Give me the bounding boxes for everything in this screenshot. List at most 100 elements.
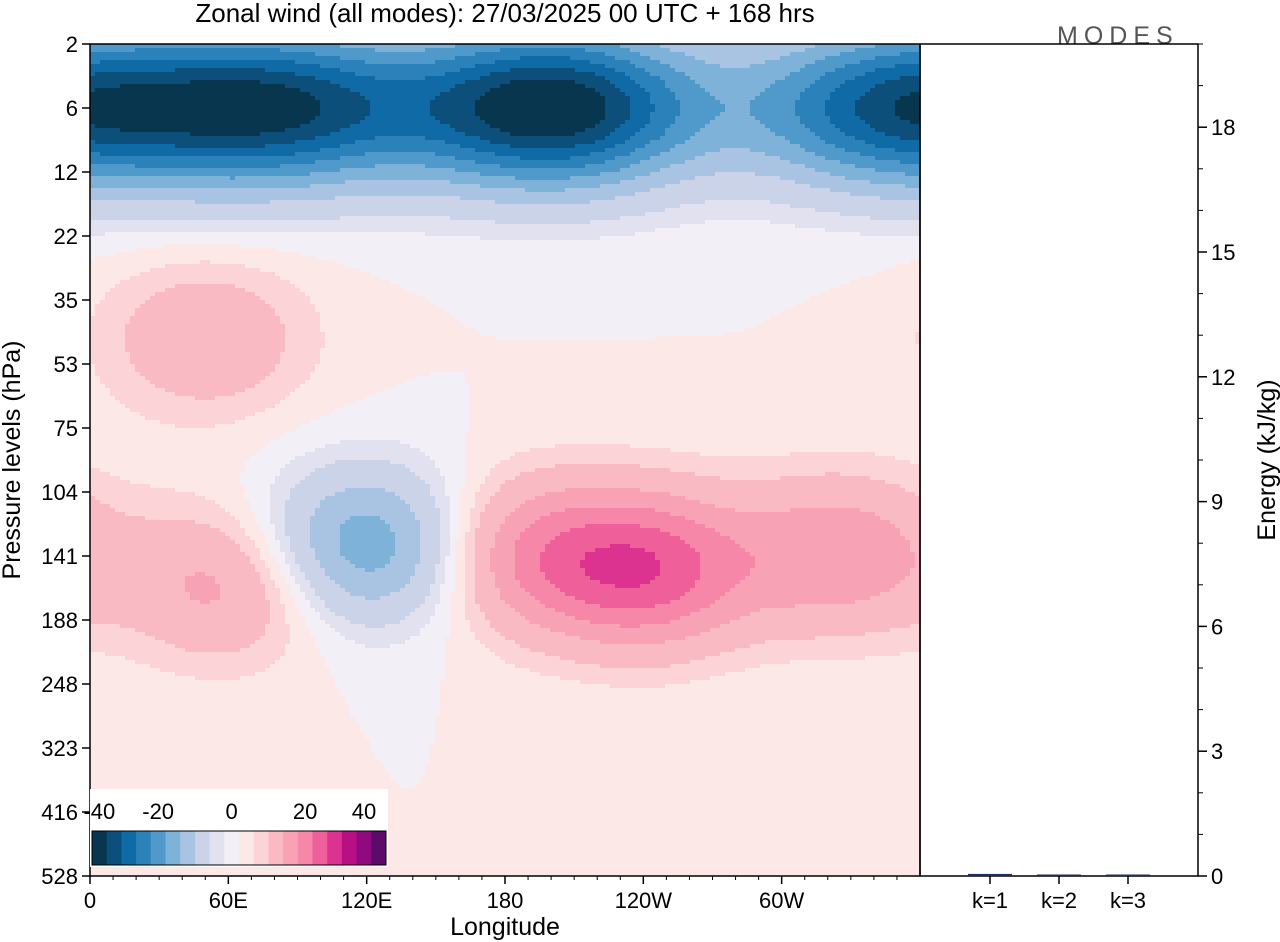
heatmap-cell xyxy=(105,48,111,53)
heatmap-cell xyxy=(745,84,751,89)
heatmap-cell xyxy=(150,80,156,85)
heatmap-cell xyxy=(210,76,216,81)
heatmap-cell xyxy=(735,156,741,161)
heatmap-cell xyxy=(910,100,916,105)
heatmap-cell xyxy=(805,128,811,133)
heatmap-cell xyxy=(575,44,581,49)
heatmap-cell xyxy=(310,96,316,101)
heatmap-cell xyxy=(270,128,276,133)
heatmap-cell xyxy=(760,108,766,113)
heatmap-cell xyxy=(310,80,316,85)
heatmap-cell xyxy=(185,84,191,89)
heatmap-cell xyxy=(615,160,621,165)
heatmap-cell xyxy=(405,108,411,113)
heatmap-cell xyxy=(170,88,176,93)
heatmap-cell xyxy=(200,120,206,125)
heatmap-cell xyxy=(780,60,786,65)
heatmap-cell xyxy=(530,88,536,93)
heatmap-cell xyxy=(405,100,411,105)
heatmap-cell xyxy=(145,60,151,65)
heatmap-cell xyxy=(300,152,306,157)
heatmap-cell xyxy=(265,76,271,81)
heatmap-cell xyxy=(770,156,776,161)
heatmap-cell xyxy=(295,52,301,57)
heatmap-cell xyxy=(890,140,896,145)
heatmap-cell xyxy=(425,48,431,53)
heatmap-cell xyxy=(900,144,906,149)
heatmap-cell xyxy=(350,132,356,137)
heatmap-cell xyxy=(90,104,96,109)
heatmap-cell xyxy=(130,144,136,149)
heatmap-cell xyxy=(525,144,531,149)
heatmap-cell xyxy=(760,92,766,97)
heatmap-cell xyxy=(280,156,286,161)
heatmap-cell xyxy=(115,60,121,65)
heatmap-cell xyxy=(90,88,96,93)
heatmap-cell xyxy=(510,68,516,73)
heatmap-cell xyxy=(320,60,326,65)
heatmap-cell xyxy=(835,108,841,113)
heatmap-cell xyxy=(840,148,846,153)
heatmap-cell xyxy=(425,52,431,57)
heatmap-cell xyxy=(180,44,186,49)
heatmap-cell xyxy=(770,120,776,125)
heatmap-cell xyxy=(810,52,816,57)
heatmap-cell xyxy=(340,80,346,85)
heatmap-cell xyxy=(795,112,801,117)
heatmap-cell xyxy=(855,132,861,137)
heatmap-cell xyxy=(595,120,601,125)
heatmap-cell xyxy=(390,88,396,93)
heatmap-cell xyxy=(855,152,861,157)
heatmap-cell xyxy=(470,108,476,113)
heatmap-cell xyxy=(390,80,396,85)
heatmap-cell xyxy=(470,92,476,97)
heatmap-cell xyxy=(635,152,641,157)
heatmap-cell xyxy=(505,156,511,161)
heatmap-cell xyxy=(565,80,571,85)
heatmap-cell xyxy=(485,116,491,121)
heatmap-cell xyxy=(90,120,96,125)
heatmap-cell xyxy=(255,52,261,57)
heatmap-cell xyxy=(805,44,811,49)
heatmap-cell xyxy=(120,100,126,105)
heatmap-cell xyxy=(125,80,131,85)
heatmap-cell xyxy=(425,160,431,165)
heatmap-cell xyxy=(260,52,266,57)
heatmap-cell xyxy=(510,132,516,137)
heatmap-cell xyxy=(205,116,211,121)
heatmap-cell xyxy=(685,156,691,161)
heatmap-cell xyxy=(460,96,466,101)
heatmap-cell xyxy=(325,64,331,69)
heatmap-cell xyxy=(530,132,536,137)
heatmap-cell xyxy=(460,84,466,89)
heatmap-cell xyxy=(400,156,406,161)
heatmap-cell xyxy=(225,112,231,117)
heatmap-cell xyxy=(545,88,551,93)
heatmap-cell xyxy=(155,128,161,133)
heatmap-cell xyxy=(560,132,566,137)
heatmap-cell xyxy=(905,128,911,133)
heatmap-cell xyxy=(775,124,781,129)
heatmap-cell xyxy=(855,60,861,65)
heatmap-cell xyxy=(370,160,376,165)
heatmap-cell xyxy=(195,148,201,153)
heatmap-cell xyxy=(300,120,306,125)
heatmap-cell xyxy=(125,92,131,97)
heatmap-cell xyxy=(665,48,671,53)
heatmap-cell xyxy=(610,76,616,81)
heatmap-cell xyxy=(730,120,736,125)
heatmap-cell xyxy=(365,160,371,165)
heatmap-cell xyxy=(675,52,681,57)
heatmap-cell xyxy=(170,60,176,65)
heatmap-cell xyxy=(695,132,701,137)
heatmap-cell xyxy=(290,68,296,73)
heatmap-cell xyxy=(305,128,311,133)
heatmap-cell xyxy=(630,156,636,161)
heatmap-cell xyxy=(605,132,611,137)
heatmap-cell xyxy=(580,60,586,65)
heatmap-cell xyxy=(370,112,376,117)
heatmap-cell xyxy=(815,60,821,65)
heatmap-cell xyxy=(845,48,851,53)
heatmap-cell xyxy=(890,156,896,161)
heatmap-cell xyxy=(855,116,861,121)
